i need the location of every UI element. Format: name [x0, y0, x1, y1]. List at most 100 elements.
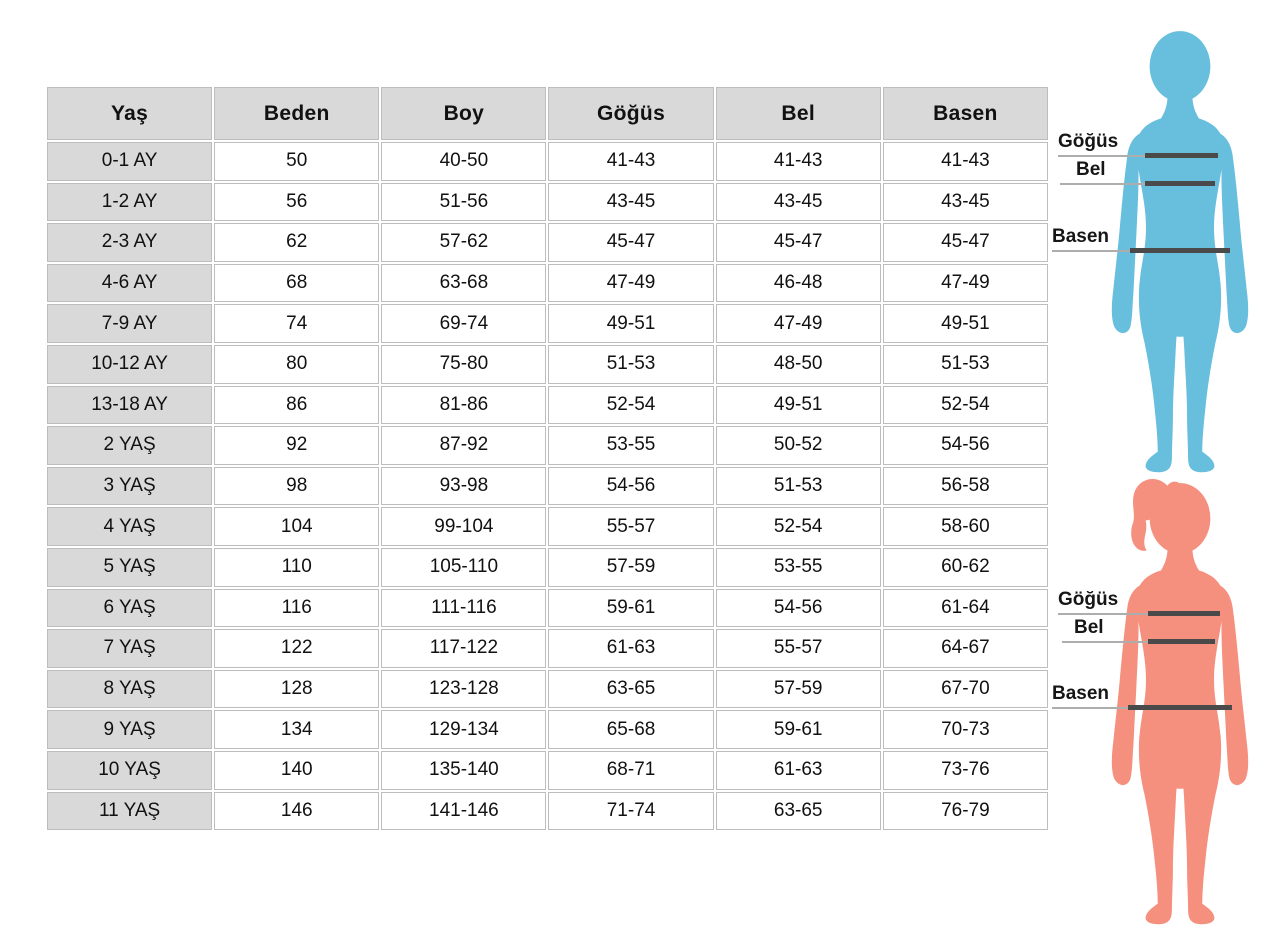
measure-cell: 45-47	[882, 223, 1048, 262]
measure-cell: 146	[214, 791, 380, 831]
table-row: 13-18 AY 86 81-86 52-54 49-51 52-54	[47, 385, 1048, 425]
measure-cell: 57-62	[381, 223, 547, 262]
age-cell: 5 YAŞ	[47, 547, 213, 587]
measure-cell: 50-52	[715, 426, 881, 465]
table-row: 8 YAŞ 128 123-128 63-65 57-59 67-70	[47, 669, 1048, 709]
age-cell: 4 YAŞ	[47, 507, 213, 546]
measure-cell: 63-65	[715, 791, 881, 831]
measure-cell: 141-146	[381, 791, 547, 831]
measure-cell: 57-59	[548, 547, 714, 587]
measure-cell: 75-80	[381, 344, 547, 384]
age-cell: 8 YAŞ	[47, 669, 213, 709]
measure-cell: 45-47	[548, 223, 714, 262]
measure-cell: 51-53	[882, 344, 1048, 384]
measure-cell: 111-116	[381, 588, 547, 628]
measure-cell: 51-53	[548, 344, 714, 384]
measure-cell: 68-71	[548, 750, 714, 790]
measure-cell: 104	[214, 507, 380, 546]
table-row: 10 YAŞ 140 135-140 68-71 61-63 73-76	[47, 750, 1048, 790]
table-row: 6 YAŞ 116 111-116 59-61 54-56 61-64	[47, 588, 1048, 628]
measure-cell: 76-79	[882, 791, 1048, 831]
measure-cell: 61-64	[882, 588, 1048, 628]
measure-cell: 61-63	[548, 629, 714, 668]
measure-cell: 81-86	[381, 385, 547, 425]
age-cell: 9 YAŞ	[47, 710, 213, 749]
measure-cell: 55-57	[715, 629, 881, 668]
girl-waist-label: Bel	[1074, 617, 1104, 638]
measure-cell: 51-53	[715, 466, 881, 506]
measure-cell: 62	[214, 223, 380, 262]
measure-cell: 49-51	[715, 385, 881, 425]
girl-silhouette-icon	[1111, 478, 1249, 925]
measure-cell: 70-73	[882, 710, 1048, 749]
size-table-header: Yaş Beden Boy Göğüs Bel Basen	[47, 87, 1048, 140]
girl-waist-leader-line	[1062, 641, 1217, 643]
measure-cell: 41-43	[715, 142, 881, 181]
table-row: 11 YAŞ 146 141-146 71-74 63-65 76-79	[47, 791, 1048, 831]
measure-cell: 105-110	[381, 547, 547, 587]
table-row: 5 YAŞ 110 105-110 57-59 53-55 60-62	[47, 547, 1048, 587]
measure-cell: 129-134	[381, 710, 547, 749]
measure-cell: 128	[214, 669, 380, 709]
measure-cell: 41-43	[882, 142, 1048, 181]
table-row: 3 YAŞ 98 93-98 54-56 51-53 56-58	[47, 466, 1048, 506]
measure-cell: 48-50	[715, 344, 881, 384]
age-cell: 1-2 AY	[47, 182, 213, 222]
measure-cell: 99-104	[381, 507, 547, 546]
boy-chest-measure-line	[1145, 153, 1218, 158]
girl-chest-measure-line	[1148, 611, 1220, 616]
measure-cell: 52-54	[882, 385, 1048, 425]
age-cell: 4-6 AY	[47, 263, 213, 303]
measure-cell: 64-67	[882, 629, 1048, 668]
measure-cell: 55-57	[548, 507, 714, 546]
age-cell: 13-18 AY	[47, 385, 213, 425]
measure-cell: 43-45	[715, 182, 881, 222]
measure-cell: 63-65	[548, 669, 714, 709]
boy-hip-label: Basen	[1052, 226, 1110, 247]
measure-cell: 71-74	[548, 791, 714, 831]
measure-cell: 60-62	[882, 547, 1048, 587]
boy-waist-label: Bel	[1076, 159, 1106, 180]
measure-cell: 54-56	[882, 426, 1048, 465]
measure-cell: 93-98	[381, 466, 547, 506]
measure-cell: 61-63	[715, 750, 881, 790]
measure-cell: 86	[214, 385, 380, 425]
column-header-size: Beden	[214, 87, 380, 140]
measure-cell: 67-70	[882, 669, 1048, 709]
measure-cell: 74	[214, 304, 380, 343]
girl-hip-measure-line	[1128, 705, 1232, 710]
measure-cell: 122	[214, 629, 380, 668]
table-row: 2-3 AY 62 57-62 45-47 45-47 45-47	[47, 223, 1048, 262]
measure-cell: 59-61	[548, 588, 714, 628]
measure-cell: 134	[214, 710, 380, 749]
measure-cell: 92	[214, 426, 380, 465]
size-chart-table: Yaş Beden Boy Göğüs Bel Basen 0-1 AY 50 40…	[45, 85, 1050, 833]
measure-cell: 63-68	[381, 263, 547, 303]
measure-cell: 47-49	[715, 304, 881, 343]
age-cell: 3 YAŞ	[47, 466, 213, 506]
column-header-height: Boy	[381, 87, 547, 140]
age-cell: 10-12 AY	[47, 344, 213, 384]
measure-cell: 54-56	[715, 588, 881, 628]
age-cell: 2-3 AY	[47, 223, 213, 262]
measure-cell: 65-68	[548, 710, 714, 749]
boy-waist-leader-line	[1060, 183, 1215, 185]
measure-cell: 50	[214, 142, 380, 181]
measure-cell: 41-43	[548, 142, 714, 181]
measure-cell: 116	[214, 588, 380, 628]
girl-hip-label: Basen	[1052, 683, 1110, 704]
column-header-chest: Göğüs	[548, 87, 714, 140]
measure-cell: 57-59	[715, 669, 881, 709]
measure-cell: 51-56	[381, 182, 547, 222]
measure-cell: 53-55	[715, 547, 881, 587]
girl-waist-measure-line	[1148, 639, 1215, 644]
age-cell: 0-1 AY	[47, 142, 213, 181]
boy-waist-measure-line	[1145, 181, 1215, 186]
measure-cell: 46-48	[715, 263, 881, 303]
column-header-age: Yaş	[47, 87, 213, 140]
boy-hip-measure-line	[1130, 248, 1230, 253]
measure-cell: 52-54	[548, 385, 714, 425]
size-table-body: 0-1 AY 50 40-50 41-43 41-43 41-43 1-2 AY 56 51-5…	[47, 142, 1048, 831]
table-row: 2 YAŞ 92 87-92 53-55 50-52 54-56	[47, 426, 1048, 465]
age-cell: 7-9 AY	[47, 304, 213, 343]
